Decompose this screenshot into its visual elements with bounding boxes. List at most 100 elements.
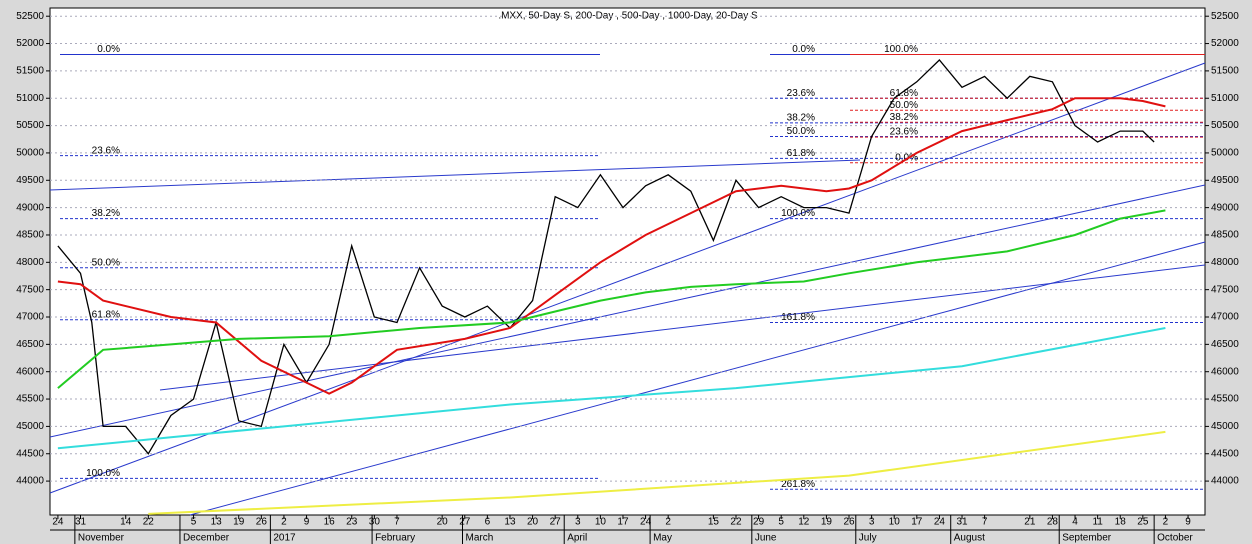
y-tick-label: 50500 [16, 120, 44, 131]
fib-label: 0.0% [792, 44, 815, 55]
y-tick-label: 48500 [16, 230, 44, 241]
x-tick-label: 19 [233, 517, 245, 528]
y-tick-label: 52500 [16, 11, 44, 22]
x-tick-label: 5 [191, 517, 197, 528]
moving-average [57, 209, 1166, 389]
fib-label: 50.0% [787, 126, 815, 137]
x-tick-label: 18 [1115, 517, 1127, 528]
fib-label: 23.6% [890, 127, 918, 138]
x-tick-label: 3 [869, 517, 875, 528]
x-tick-label: 28 [1047, 517, 1059, 528]
x-tick-label: 12 [798, 517, 810, 528]
x-tick-label: 5 [778, 517, 784, 528]
x-tick-label: 26 [256, 517, 268, 528]
y-tick-label: 44500 [16, 448, 44, 459]
x-tick-label: 9 [1185, 517, 1191, 528]
y-tick-label: 44000 [16, 476, 44, 487]
y-tick-label: 46000 [1211, 366, 1239, 377]
x-tick-label: 17 [617, 517, 629, 528]
x-tick-label: 11 [1092, 517, 1103, 528]
y-tick-label: 51000 [1211, 93, 1239, 104]
x-tick-label: 2 [665, 517, 671, 528]
month-label: November [78, 533, 125, 544]
fib-label: 61.8% [92, 309, 120, 320]
x-tick-label: 3 [575, 517, 581, 528]
x-tick-label: 22 [730, 517, 742, 528]
y-tick-label: 45500 [16, 394, 44, 405]
month-label: March [466, 533, 494, 544]
y-tick-label: 46000 [16, 366, 44, 377]
y-tick-label: 49000 [16, 202, 44, 213]
x-tick-label: 13 [211, 517, 223, 528]
y-tick-label: 44000 [1211, 476, 1239, 487]
moving-average [57, 327, 1166, 450]
x-tick-label: 30 [369, 517, 381, 528]
x-tick-label: 17 [911, 517, 923, 528]
month-label: April [567, 533, 587, 544]
month-label: May [653, 533, 672, 544]
x-tick-label: 14 [120, 517, 132, 528]
y-tick-label: 46500 [1211, 339, 1239, 350]
x-tick-label: 24 [934, 517, 946, 528]
month-label: December [183, 533, 230, 544]
month-label: July [859, 533, 877, 544]
y-tick-label: 50000 [1211, 148, 1239, 159]
fib-label: 61.8% [890, 88, 918, 99]
y-tick-label: 52000 [16, 38, 44, 49]
month-label: February [375, 533, 415, 544]
fib-label: 61.8% [787, 148, 815, 159]
fib-label: 0.0% [97, 44, 120, 55]
x-tick-label: 27 [550, 517, 562, 528]
plot-area [49, 7, 1206, 516]
y-tick-label: 47500 [16, 284, 44, 295]
x-tick-label: 10 [595, 517, 607, 528]
x-tick-label: 7 [394, 517, 400, 528]
fib-label: 23.6% [92, 145, 120, 156]
month-label: September [1062, 533, 1112, 544]
x-tick-label: 7 [982, 517, 988, 528]
x-tick-label: 23 [346, 517, 358, 528]
x-tick-label: 13 [504, 517, 516, 528]
fib-label: 100.0% [781, 208, 815, 219]
fib-label: 50.0% [92, 257, 120, 268]
y-tick-label: 50500 [1211, 120, 1239, 131]
trend-line [189, 241, 1206, 516]
y-tick-label: 48500 [1211, 230, 1239, 241]
x-tick-label: 31 [75, 517, 87, 528]
y-tick-label: 47500 [1211, 284, 1239, 295]
fib-label: 38.2% [890, 112, 918, 123]
trend-line [49, 184, 1206, 438]
y-tick-label: 52000 [1211, 38, 1239, 49]
y-tick-label: 47000 [16, 312, 44, 323]
trend-line [49, 159, 861, 191]
month-label: October [1157, 533, 1193, 544]
x-tick-label: 20 [527, 517, 539, 528]
fib-label: 100.0% [86, 468, 120, 479]
moving-average [148, 430, 1166, 515]
x-tick-label: 24 [52, 517, 64, 528]
x-tick-label: 31 [956, 517, 968, 528]
x-tick-label: 27 [459, 517, 471, 528]
month-label: 2017 [273, 533, 296, 544]
y-tick-label: 51500 [16, 66, 44, 77]
y-tick-label: 49000 [1211, 202, 1239, 213]
x-tick-label: 10 [889, 517, 901, 528]
price-line [57, 59, 1155, 455]
y-tick-label: 48000 [1211, 257, 1239, 268]
x-tick-label: 20 [437, 517, 449, 528]
x-tick-label: 2 [1163, 517, 1169, 528]
fib-label: 23.6% [787, 88, 815, 99]
x-tick-label: 2 [281, 517, 287, 528]
x-tick-label: 6 [485, 517, 491, 528]
y-tick-label: 50000 [16, 148, 44, 159]
x-tick-label: 26 [843, 517, 855, 528]
fib-label: 50.0% [890, 100, 918, 111]
x-tick-label: 4 [1072, 517, 1078, 528]
fib-label: 100.0% [884, 44, 918, 55]
x-tick-label: 29 [753, 517, 765, 528]
y-tick-label: 49500 [1211, 175, 1239, 186]
chart-title: .MXX, 50-Day S, 200-Day , 500-Day , 1000… [498, 11, 758, 22]
x-tick-label: 21 [1024, 517, 1036, 528]
moving-average [57, 97, 1166, 395]
